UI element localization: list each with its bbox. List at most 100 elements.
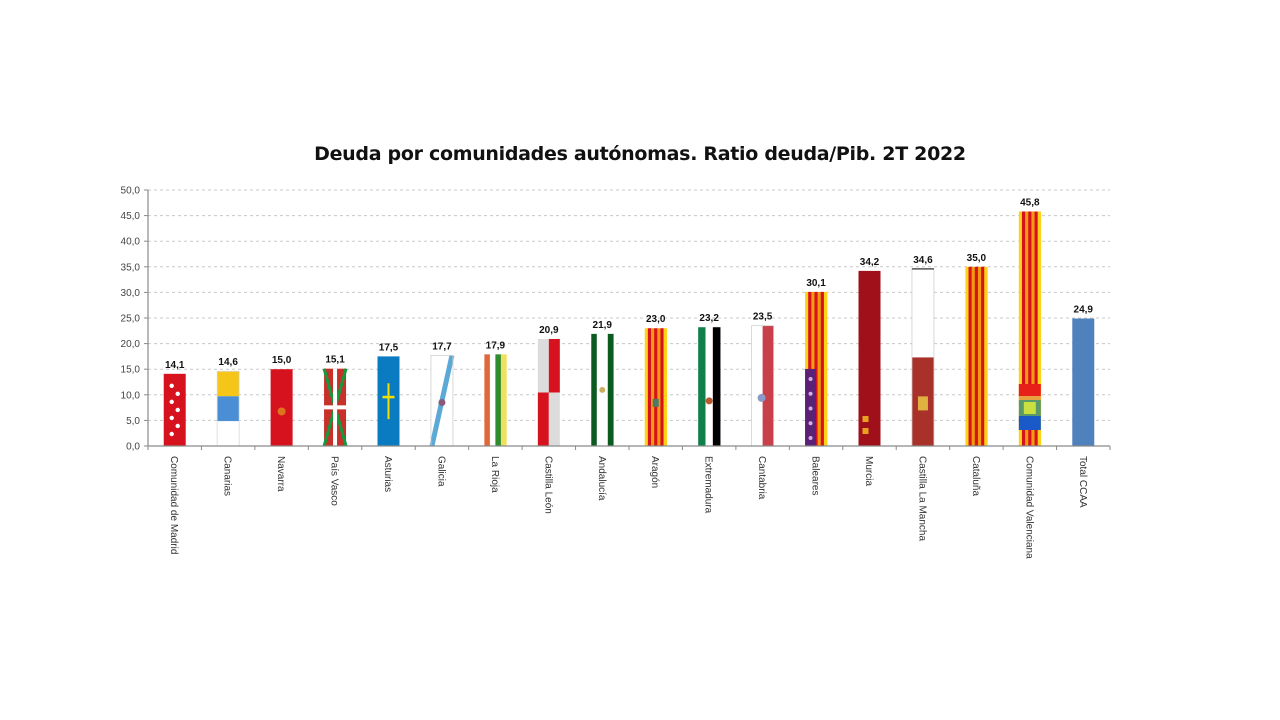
star-icon — [169, 415, 174, 421]
bar — [698, 327, 721, 446]
flag-stripe — [817, 291, 822, 446]
castle-icon — [808, 391, 813, 396]
bar — [911, 268, 935, 447]
bar — [163, 373, 186, 446]
flag-quarter — [537, 338, 549, 393]
flag-stripe — [971, 266, 976, 446]
x-tick-label: Cantabria — [756, 456, 767, 500]
bar — [1072, 318, 1095, 446]
bar — [965, 266, 988, 446]
x-tick-label: Navarra — [275, 456, 286, 492]
data-label: 45,8 — [1020, 198, 1040, 209]
flag-stripe — [489, 354, 496, 446]
data-label: 17,5 — [379, 342, 399, 353]
coat-of-arms-icon — [652, 398, 659, 407]
flag-stripe — [705, 327, 714, 446]
flag-stripe — [484, 354, 491, 446]
chart-title: Deuda por comunidades autónomas. Ratio d… — [314, 143, 966, 165]
star-icon — [169, 383, 174, 389]
coat-of-arms-icon — [705, 397, 713, 405]
data-label: 23,5 — [753, 312, 773, 323]
bar — [484, 354, 507, 446]
star-icon — [169, 431, 174, 437]
x-tick-label: Comunidad Valenciana — [1023, 456, 1034, 559]
x-tick-label: Castilla La Mancha — [916, 456, 927, 541]
flag-stripe — [1021, 211, 1026, 446]
flag-stripe — [644, 328, 649, 446]
flag-stripe — [814, 291, 818, 446]
x-tick-label: Asturias — [382, 456, 393, 492]
flag-stripe — [217, 371, 240, 397]
flag-stripe — [698, 327, 706, 446]
flag-stripe — [1031, 211, 1035, 446]
x-tick-label: País Vasco — [329, 456, 340, 506]
cross-icon — [382, 395, 395, 399]
labels: 14,1 Comunidad de Madrid 14,6 Canarias 15,0 N… — [165, 198, 1093, 560]
y-tick-label: 15,0 — [121, 365, 141, 376]
flag-stripe — [500, 354, 507, 446]
data-label: 30,1 — [806, 278, 826, 289]
flag-band — [1018, 416, 1041, 430]
coat-of-arms-icon — [599, 386, 606, 393]
y-tick-label: 20,0 — [121, 339, 141, 350]
flag-half — [911, 268, 934, 358]
coat-of-arms-icon — [277, 407, 286, 416]
cross-icon — [387, 383, 390, 420]
flag-stripe — [1034, 211, 1038, 446]
x-tick-label: Murcia — [863, 456, 874, 486]
castle-icon — [862, 428, 869, 434]
flag-stripe — [657, 328, 661, 446]
bar — [322, 368, 348, 447]
flag-stripe — [823, 291, 828, 446]
y-tick-label: 35,0 — [121, 262, 141, 273]
y-tick-label: 10,0 — [121, 390, 141, 401]
data-label: 34,2 — [860, 257, 880, 268]
x-tick-label: La Rioja — [489, 456, 500, 493]
flag-stripe — [974, 266, 979, 446]
flag-stripe — [217, 396, 240, 422]
star-icon — [175, 391, 180, 397]
x-tick-label: Andalucía — [596, 456, 607, 501]
flag-stripe — [654, 328, 658, 446]
data-label: 14,6 — [218, 357, 238, 368]
flag-stripe — [712, 327, 721, 446]
x-tick-label: Baleares — [810, 456, 821, 495]
gridlines — [148, 189, 1110, 421]
coat-of-arms-icon — [757, 393, 766, 402]
x-tick-label: Castilla León — [542, 456, 553, 514]
data-label: 24,9 — [1074, 305, 1094, 316]
flag-stripe — [647, 328, 652, 446]
y-tick-label: 0,0 — [126, 442, 140, 453]
x-tick-label: Galicia — [435, 456, 446, 487]
data-label: 20,9 — [539, 325, 559, 336]
bar — [751, 325, 775, 447]
data-label: 35,0 — [967, 253, 987, 264]
flag-stripe — [968, 266, 972, 446]
flag-stripe — [1028, 211, 1032, 446]
axes: 0,0 5,0 10,0 15,0 20,0 25,0 30,0 35,0 40,0 45,0 50… — [121, 186, 1111, 453]
flag-quarter — [548, 392, 560, 446]
star-icon — [169, 399, 174, 405]
castle-icon — [808, 406, 813, 411]
flag-stripe — [1018, 211, 1023, 446]
data-label: 17,7 — [432, 341, 452, 352]
x-tick-label: Cataluña — [970, 456, 981, 496]
x-tick-label: Aragón — [649, 456, 660, 488]
castle-icon — [917, 396, 928, 411]
data-label: 17,9 — [486, 340, 506, 351]
y-tick-label: 45,0 — [121, 211, 141, 222]
x-tick-label: Total CCAA — [1077, 456, 1088, 508]
flag-quarter — [537, 392, 549, 446]
flag-stripe — [217, 421, 240, 446]
y-tick-label: 5,0 — [126, 416, 140, 427]
data-label: 15,0 — [272, 355, 292, 366]
y-tick-label: 50,0 — [121, 186, 141, 197]
bar — [537, 338, 560, 446]
flag-stripe — [1037, 211, 1042, 446]
flag-stripe — [660, 328, 664, 446]
flag-cross — [324, 405, 347, 410]
flag-stripe — [663, 328, 668, 446]
data-label: 14,1 — [165, 360, 185, 371]
x-tick-label: Comunidad de Madrid — [168, 456, 179, 554]
